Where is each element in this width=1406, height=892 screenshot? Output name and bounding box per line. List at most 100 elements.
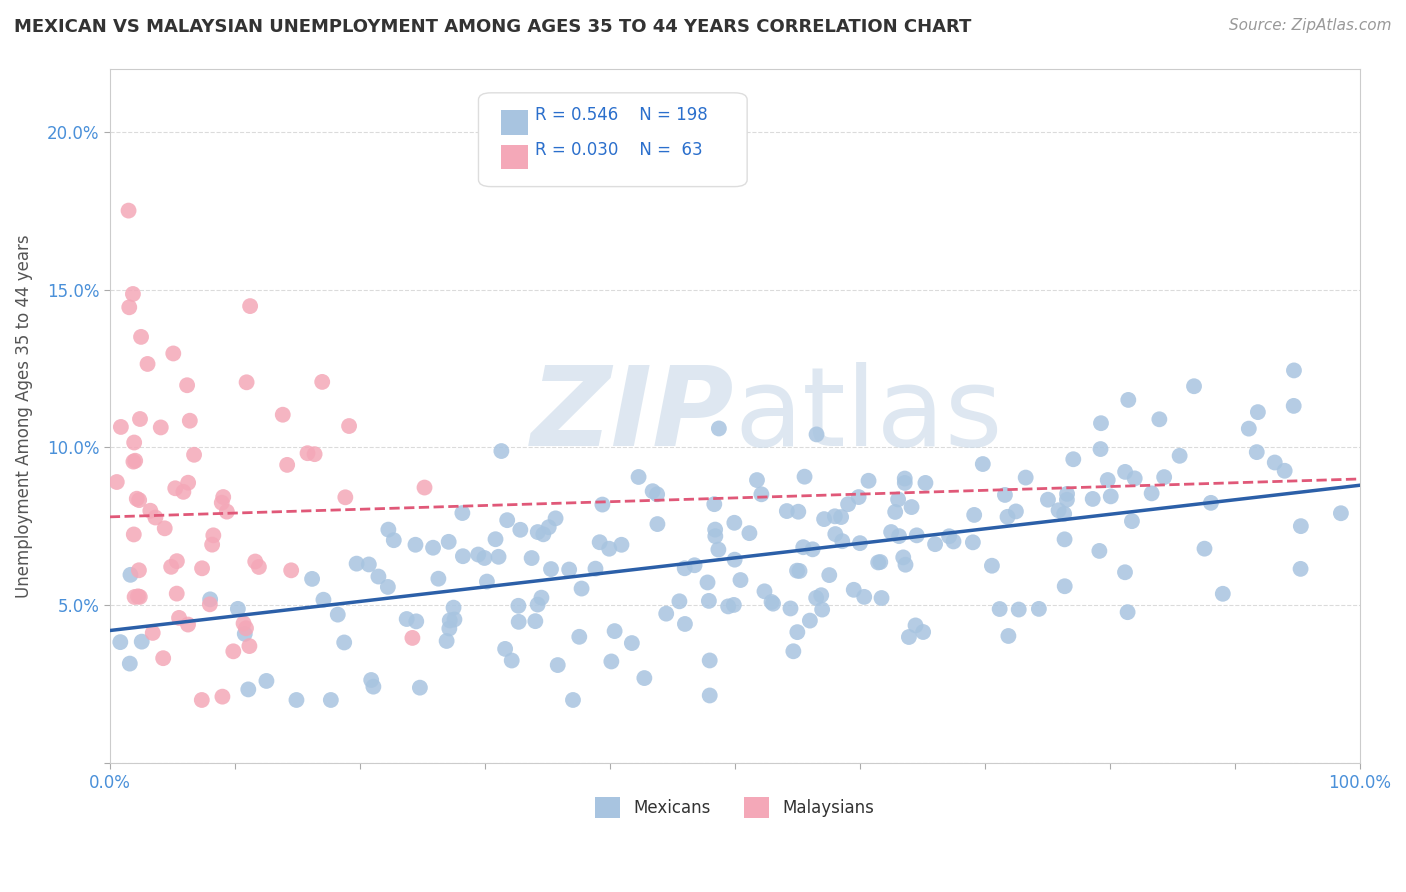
Point bbox=[202, 528, 225, 542]
Point bbox=[215, 505, 238, 519]
Point bbox=[337, 419, 360, 434]
Point bbox=[707, 542, 730, 557]
Point bbox=[673, 561, 696, 575]
Point bbox=[160, 559, 183, 574]
Point bbox=[222, 644, 245, 658]
Point bbox=[697, 594, 720, 608]
Point bbox=[120, 567, 142, 582]
Point bbox=[900, 500, 922, 514]
Point bbox=[124, 454, 146, 468]
Point bbox=[360, 673, 382, 687]
Point bbox=[610, 538, 633, 552]
Point bbox=[1289, 519, 1312, 533]
Point bbox=[1081, 491, 1104, 506]
Point bbox=[501, 653, 523, 667]
Point bbox=[377, 523, 399, 537]
Point bbox=[183, 448, 205, 462]
Point bbox=[547, 658, 569, 673]
Point bbox=[1168, 449, 1191, 463]
Point bbox=[837, 497, 859, 511]
Point bbox=[724, 552, 747, 566]
Point bbox=[136, 357, 159, 371]
Point bbox=[122, 527, 145, 541]
Point bbox=[633, 671, 655, 685]
Point bbox=[723, 598, 745, 612]
Point bbox=[799, 614, 821, 628]
Point bbox=[869, 555, 891, 569]
Point bbox=[1264, 456, 1286, 470]
Point bbox=[793, 469, 815, 483]
Point bbox=[439, 614, 461, 628]
Text: atlas: atlas bbox=[735, 362, 1002, 469]
Point bbox=[848, 490, 870, 504]
Point bbox=[1246, 445, 1268, 459]
Point bbox=[346, 557, 368, 571]
Point bbox=[806, 427, 828, 442]
Point bbox=[568, 630, 591, 644]
Point bbox=[789, 564, 811, 578]
Point bbox=[887, 492, 910, 507]
Point bbox=[1114, 465, 1136, 479]
Point bbox=[1116, 605, 1139, 619]
Point bbox=[145, 510, 167, 524]
Point bbox=[782, 644, 804, 658]
Point bbox=[118, 300, 141, 314]
Point bbox=[233, 627, 256, 641]
Point bbox=[128, 563, 150, 577]
Point bbox=[153, 521, 176, 535]
Point bbox=[598, 541, 620, 556]
Point bbox=[509, 523, 531, 537]
Point bbox=[884, 505, 907, 519]
Point bbox=[451, 549, 474, 564]
Point bbox=[1330, 506, 1353, 520]
Point bbox=[239, 299, 262, 313]
Point bbox=[122, 435, 145, 450]
Point bbox=[508, 615, 530, 629]
Point bbox=[319, 693, 342, 707]
Point bbox=[128, 590, 150, 604]
Point bbox=[191, 561, 214, 575]
Point bbox=[804, 591, 827, 605]
Point bbox=[811, 602, 834, 616]
Point bbox=[122, 455, 145, 469]
Point bbox=[699, 689, 721, 703]
Point bbox=[367, 569, 389, 583]
Point bbox=[235, 621, 257, 635]
Point bbox=[211, 690, 233, 704]
Point bbox=[1005, 504, 1028, 518]
Point bbox=[924, 537, 946, 551]
Point bbox=[311, 375, 333, 389]
Point bbox=[696, 575, 718, 590]
Point bbox=[786, 564, 808, 578]
Point bbox=[443, 600, 465, 615]
Point bbox=[997, 509, 1019, 524]
Point bbox=[1153, 470, 1175, 484]
Point bbox=[496, 513, 519, 527]
Point bbox=[647, 517, 669, 532]
Point bbox=[673, 617, 696, 632]
Point bbox=[723, 516, 745, 530]
Point bbox=[717, 599, 740, 614]
Point bbox=[524, 614, 547, 628]
Point bbox=[172, 484, 194, 499]
Point bbox=[1053, 579, 1076, 593]
Point bbox=[333, 635, 356, 649]
Point bbox=[1114, 566, 1136, 580]
Point bbox=[730, 573, 752, 587]
Point bbox=[488, 549, 510, 564]
Point bbox=[1053, 533, 1076, 547]
Point bbox=[831, 534, 853, 549]
Point bbox=[942, 534, 965, 549]
Point bbox=[988, 602, 1011, 616]
Point bbox=[1036, 492, 1059, 507]
Point bbox=[762, 597, 785, 611]
Point bbox=[699, 653, 721, 667]
Point bbox=[645, 487, 668, 501]
Point bbox=[405, 615, 427, 629]
Point bbox=[1199, 496, 1222, 510]
FancyBboxPatch shape bbox=[501, 111, 529, 135]
Point bbox=[166, 586, 188, 600]
Point bbox=[232, 616, 254, 631]
Point bbox=[297, 446, 319, 460]
Point bbox=[335, 491, 357, 505]
